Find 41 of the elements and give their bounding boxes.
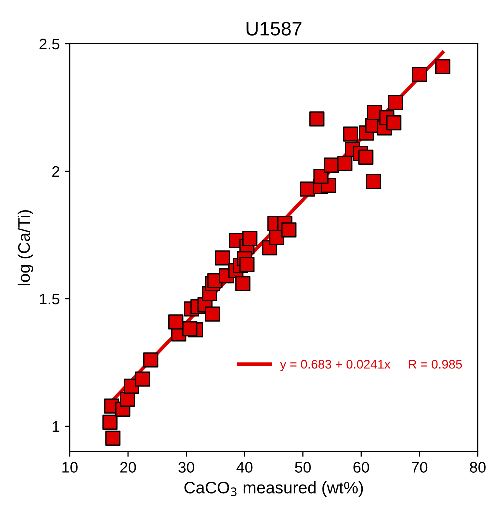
point — [388, 95, 404, 110]
x-tick-label: 40 — [236, 462, 253, 473]
point — [358, 150, 374, 166]
x-axis-title: CaCO$_{3}$ measured (wt%) — [184, 482, 364, 498]
y-tick-label: 1 — [52, 422, 60, 432]
point — [106, 430, 121, 446]
x-tick-label: 60 — [354, 462, 370, 473]
x-tick-label: 20 — [120, 462, 136, 473]
point — [182, 322, 198, 337]
point — [205, 306, 220, 322]
point — [240, 257, 255, 272]
point — [435, 59, 451, 75]
y-tick-label: 2.5 — [40, 38, 60, 50]
y-tick-label: 2 — [52, 166, 60, 178]
point — [324, 158, 340, 173]
chart-title: U1587 — [246, 22, 302, 36]
x-tick-label: 80 — [470, 462, 486, 473]
y-tick-label: 1.5 — [40, 294, 60, 305]
point — [269, 230, 284, 246]
x-tick-label: 50 — [295, 462, 312, 473]
point — [102, 414, 118, 430]
x-tick-label: 10 — [62, 462, 78, 473]
x-tick-label: 70 — [412, 462, 428, 473]
y-axis-title: log (Ca/Ti) — [18, 210, 34, 286]
point — [282, 222, 297, 238]
x-tick-label: 30 — [178, 462, 194, 473]
point — [386, 115, 402, 131]
point — [135, 372, 150, 387]
point — [343, 126, 359, 142]
point — [314, 169, 329, 184]
point — [143, 352, 159, 368]
point — [310, 112, 325, 127]
legend-label: y = 0.683 + 0.0241x R = 0.985 — [280, 360, 462, 372]
point — [366, 174, 382, 190]
point — [215, 250, 230, 266]
point — [120, 392, 136, 408]
point — [168, 314, 184, 330]
point — [412, 67, 428, 82]
point — [236, 276, 251, 292]
point — [242, 231, 258, 246]
point — [338, 156, 353, 172]
